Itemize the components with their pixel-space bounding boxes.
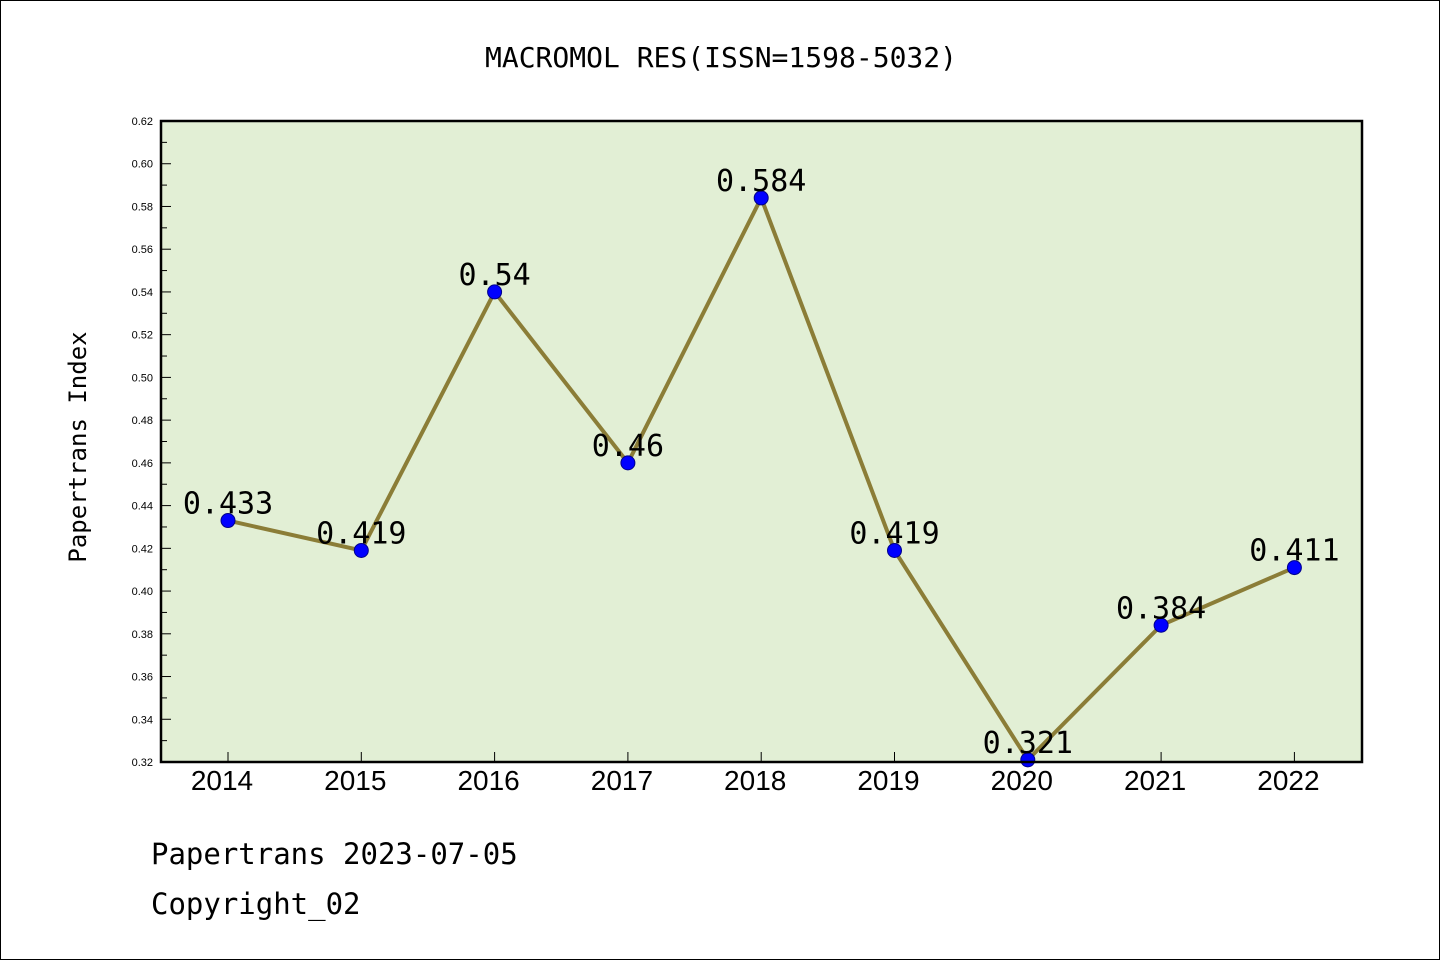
y-tick-label: 0.60 xyxy=(132,159,153,171)
y-tick-label: 0.52 xyxy=(132,330,153,342)
data-point xyxy=(753,190,769,206)
x-tick-label: 2015 xyxy=(324,765,386,796)
x-tick-label: 2019 xyxy=(857,765,919,796)
data-label: 0.54 xyxy=(458,258,530,293)
data-label: 0.584 xyxy=(716,164,806,199)
x-tick-label: 2022 xyxy=(1257,765,1319,796)
y-tick-label: 0.48 xyxy=(132,415,153,427)
y-tick-label: 0.42 xyxy=(132,543,153,555)
data-point xyxy=(353,542,369,558)
x-tick-label: 2018 xyxy=(724,765,786,796)
data-point xyxy=(487,284,503,300)
y-tick-label: 0.58 xyxy=(132,201,153,213)
y-tick-label: 0.46 xyxy=(132,458,153,470)
y-tick-label: 0.44 xyxy=(132,501,153,513)
data-label: 0.384 xyxy=(1116,591,1206,626)
data-label: 0.411 xyxy=(1249,534,1339,569)
y-tick-label: 0.56 xyxy=(132,244,153,256)
data-label: 0.419 xyxy=(316,516,406,551)
y-tick-label: 0.54 xyxy=(132,287,153,299)
data-point xyxy=(620,455,636,471)
x-axis: 2014 2015 2016 2017 2018 2019 2020 2021 2022 xyxy=(191,752,1320,796)
footer-copyright: Copyright_02 xyxy=(151,887,361,921)
y-axis: 0.32 0.34 0.36 0.38 0.40 0.42 0.44 0.46 0.48 0.50… xyxy=(132,116,171,769)
x-tick-label: 2020 xyxy=(991,765,1053,796)
data-label: 0.419 xyxy=(849,516,939,551)
data-labels: 0.433 0.419 0.54 0.46 0.584 0.419 0.321 0.384 0.… xyxy=(183,164,1340,761)
data-label: 0.321 xyxy=(983,726,1073,761)
footer-date: Papertrans 2023-07-05 xyxy=(151,837,518,871)
y-axis-label: Papertrans Index xyxy=(64,331,92,562)
y-tick-label: 0.36 xyxy=(132,672,153,684)
plot-border xyxy=(159,119,1364,764)
data-point xyxy=(1020,752,1036,768)
data-point xyxy=(1153,617,1169,633)
y-tick-label: 0.38 xyxy=(132,629,153,641)
data-label: 0.433 xyxy=(183,487,273,522)
data-point xyxy=(887,542,902,558)
data-label: 0.46 xyxy=(592,429,664,464)
y-tick-label: 0.50 xyxy=(132,372,153,384)
x-tick-label: 2016 xyxy=(457,765,519,796)
y-tick-label: 0.62 xyxy=(132,116,153,128)
chart-title: MACROMOL RES(ISSN=1598-5032) xyxy=(485,41,957,74)
data-markers xyxy=(220,190,1302,768)
data-point xyxy=(220,513,236,529)
x-tick-label: 2021 xyxy=(1124,765,1186,796)
y-tick-label: 0.34 xyxy=(132,714,153,726)
x-tick-label: 2014 xyxy=(191,765,253,796)
x-tick-label: 2017 xyxy=(591,765,653,796)
data-point xyxy=(1286,560,1302,576)
plot-area xyxy=(161,121,1362,762)
y-tick-label: 0.32 xyxy=(132,757,153,769)
y-tick-label: 0.40 xyxy=(132,586,153,598)
